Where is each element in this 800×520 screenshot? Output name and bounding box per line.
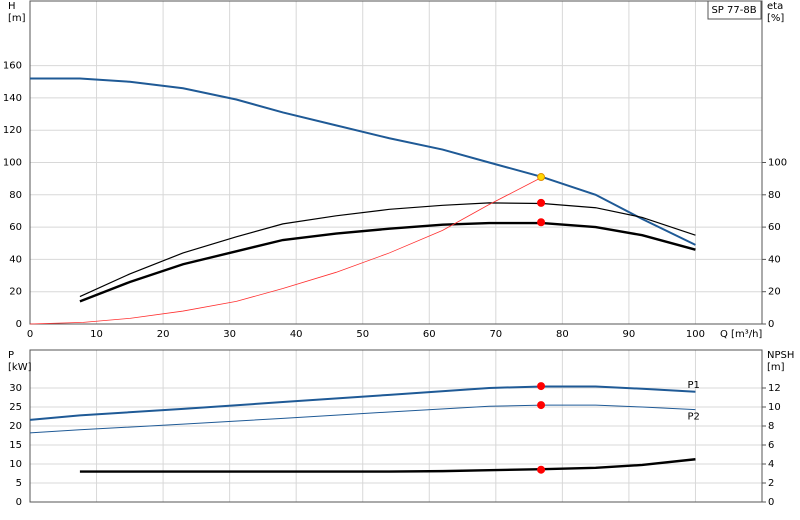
- y-tick-label: 0: [16, 497, 22, 508]
- y-tick-label: 100: [3, 158, 22, 169]
- y-tick-label: 10: [9, 459, 22, 470]
- y2-axis-label: [%]: [767, 13, 784, 24]
- curve: [29, 176, 543, 325]
- x-tick-label: 30: [223, 329, 236, 340]
- y2-tick-label: 8: [768, 421, 774, 432]
- y-tick-label: 40: [9, 254, 22, 265]
- y-tick-label: 30: [9, 383, 22, 394]
- x-tick-label: 90: [623, 329, 636, 340]
- y2-tick-label: 4: [768, 459, 774, 470]
- y2-axis-label: eta: [767, 1, 783, 12]
- x-tick-label: 100: [686, 329, 705, 340]
- y-tick-label: 25: [9, 402, 22, 413]
- operating-point: [537, 401, 546, 410]
- operating-point: [537, 173, 546, 182]
- operating-point: [537, 218, 546, 227]
- y-axis-label: [kW]: [8, 362, 32, 373]
- y-tick-label: 0: [16, 319, 22, 330]
- y2-tick-label: 60: [768, 222, 781, 233]
- x-tick-label: 40: [290, 329, 303, 340]
- operating-point: [537, 465, 546, 474]
- x-axis-label: Q [m³/h]: [720, 329, 762, 340]
- y2-axis-label: NPSH: [767, 350, 794, 361]
- legend-label: P2: [687, 412, 699, 423]
- curve: [30, 77, 696, 246]
- y2-tick-label: 40: [768, 254, 781, 265]
- y-tick-label: 120: [3, 125, 22, 136]
- curve: [79, 221, 696, 303]
- y2-tick-label: 80: [768, 190, 781, 201]
- label-box: [707, 0, 762, 20]
- y-tick-label: 140: [3, 93, 22, 104]
- y2-tick-label: 2: [768, 478, 774, 489]
- curve-label: SP 77-8B: [711, 5, 756, 16]
- y2-tick-label: 10: [768, 402, 781, 413]
- y2-tick-label: 100: [768, 158, 787, 169]
- y-tick-label: 5: [16, 478, 22, 489]
- y-axis-label: P: [8, 350, 14, 361]
- y-tick-label: 20: [9, 287, 22, 298]
- y2-tick-label: 12: [768, 383, 781, 394]
- y-tick-label: 160: [3, 61, 22, 72]
- y2-axis-label: [m]: [767, 362, 785, 373]
- x-tick-label: 80: [556, 329, 569, 340]
- curve: [79, 458, 696, 473]
- x-tick-label: 70: [489, 329, 502, 340]
- y-axis-label: [m]: [8, 13, 26, 24]
- curve: [79, 202, 696, 298]
- x-tick-label: 10: [90, 329, 103, 340]
- y-tick-label: 20: [9, 421, 22, 432]
- legend-label: P1: [687, 380, 699, 391]
- y2-tick-label: 20: [768, 287, 781, 298]
- curve: [29, 404, 696, 434]
- curve: [29, 385, 696, 421]
- y2-tick-label: 6: [768, 440, 774, 451]
- x-tick-label: 0: [27, 329, 33, 340]
- x-tick-label: 50: [356, 329, 369, 340]
- y2-tick-label: 0: [768, 497, 774, 508]
- x-tick-label: 20: [157, 329, 170, 340]
- y-tick-label: 60: [9, 222, 22, 233]
- y-tick-label: 15: [9, 440, 22, 451]
- y-axis-label: H: [8, 1, 16, 12]
- y2-tick-label: 0: [768, 319, 774, 330]
- operating-point: [537, 198, 546, 207]
- y-tick-label: 80: [9, 190, 22, 201]
- operating-point: [537, 382, 546, 391]
- x-tick-label: 60: [423, 329, 436, 340]
